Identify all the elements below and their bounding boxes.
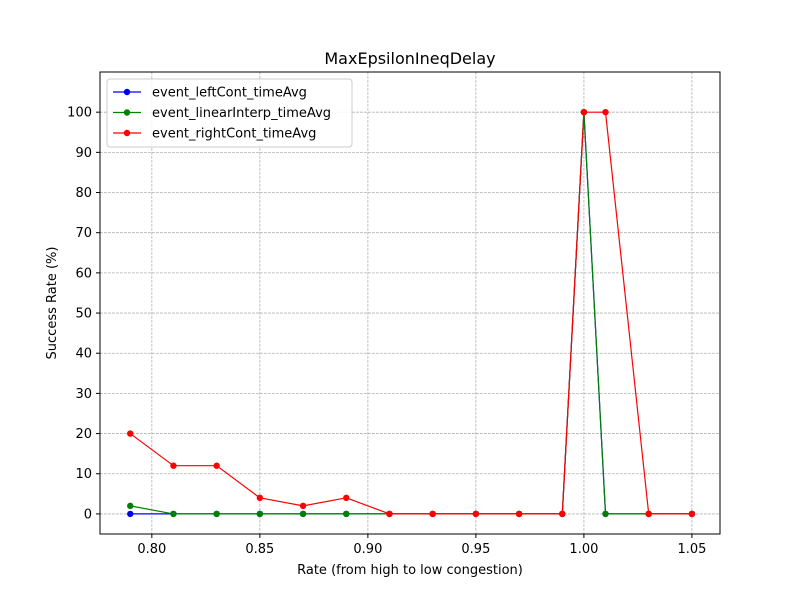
y-tick-label: 0 xyxy=(84,507,92,522)
x-tick-label: 1.00 xyxy=(569,542,598,557)
x-tick-label: 0.85 xyxy=(245,542,274,557)
y-tick-label: 20 xyxy=(75,427,92,442)
series-event_rightCont_timeAvg xyxy=(127,108,696,518)
x-axis-label: Rate (from high to low congestion) xyxy=(297,563,523,578)
y-axis-label: Success Rate (%) xyxy=(45,247,60,360)
data-point xyxy=(256,510,264,518)
y-tick-label: 100 xyxy=(67,106,92,121)
legend-label: event_leftCont_timeAvg xyxy=(152,86,307,101)
data-point xyxy=(127,510,134,518)
y-tick-label: 10 xyxy=(75,467,92,482)
legend-item: event_leftCont_timeAvg xyxy=(113,86,307,101)
data-point xyxy=(386,510,393,518)
grid xyxy=(100,72,720,534)
legend-marker xyxy=(123,109,131,116)
legend-label: event_rightCont_timeAvg xyxy=(152,127,316,142)
data-point xyxy=(299,502,307,510)
data-point xyxy=(299,510,307,518)
y-tick-label: 80 xyxy=(75,186,92,201)
y-tick-label: 50 xyxy=(75,307,92,322)
data-point xyxy=(602,108,609,116)
data-point xyxy=(602,510,609,518)
data-point xyxy=(170,510,177,518)
x-tick-label: 1.05 xyxy=(677,542,706,557)
axes-ticks: 0.80 0.85 0.90 0.95 1.00 1.05 0 10 20 30 40 50 60 70 8… xyxy=(67,106,706,557)
x-tick-label: 0.90 xyxy=(353,542,382,557)
data-point xyxy=(170,462,177,469)
data-point xyxy=(580,108,588,116)
legend-marker xyxy=(123,88,131,96)
data-point xyxy=(213,510,220,518)
data-point xyxy=(429,510,436,518)
data-point xyxy=(343,510,350,518)
data-point xyxy=(645,510,652,518)
legend-item: event_rightCont_timeAvg xyxy=(113,127,316,142)
chart-title: MaxEpsilonIneqDelay xyxy=(324,49,495,68)
x-tick-label: 0.95 xyxy=(461,542,490,557)
legend-box xyxy=(106,78,353,148)
x-tick-label: 0.80 xyxy=(137,542,166,557)
data-point xyxy=(688,510,696,518)
data-point xyxy=(127,430,134,437)
y-tick-label: 40 xyxy=(75,347,92,362)
data-point xyxy=(256,494,264,502)
plot-frame xyxy=(99,71,721,535)
y-tick-label: 70 xyxy=(75,226,92,241)
y-tick-label: 30 xyxy=(75,387,92,402)
legend-item: event_linearInterp_timeAvg xyxy=(113,106,331,121)
legend-marker xyxy=(123,129,131,137)
y-tick-label: 60 xyxy=(75,266,92,281)
data-point xyxy=(343,494,350,502)
data-point xyxy=(559,510,566,518)
data-point xyxy=(472,510,480,518)
data-point xyxy=(515,510,523,518)
series-layer xyxy=(127,108,696,518)
legend-label: event_linearInterp_timeAvg xyxy=(152,106,331,121)
data-point xyxy=(213,462,220,469)
data-point xyxy=(127,502,134,510)
y-tick-label: 90 xyxy=(75,146,92,161)
legend: event_leftCont_timeAvg event_linearInterp… xyxy=(106,78,353,148)
